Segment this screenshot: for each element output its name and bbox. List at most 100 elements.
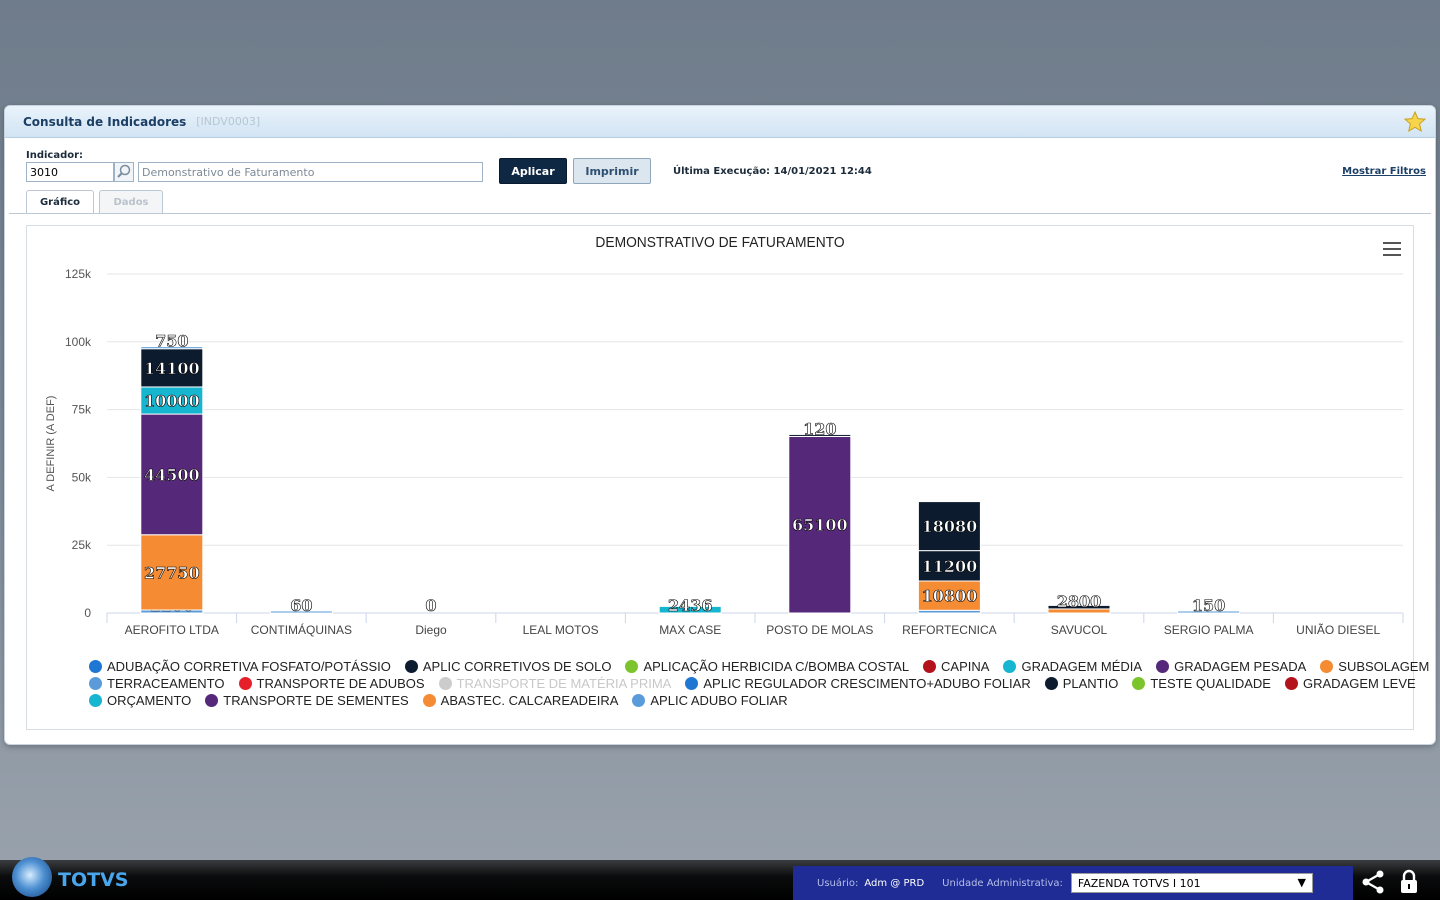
legend-item[interactable]: TRANSPORTE DE MATÉRIA PRIMA — [438, 676, 672, 691]
taskbar: TOTVS Usuário: Adm @ PRD Unidade Adminis… — [0, 857, 1440, 900]
legend-marker-icon — [89, 677, 102, 690]
legend-label: APLIC CORRETIVOS DE SOLO — [422, 659, 612, 674]
data-label: 750 — [155, 332, 188, 351]
totvs-logo-icon — [12, 857, 52, 897]
legend-item[interactable]: GRADAGEM LEVE — [1284, 676, 1416, 691]
star-icon[interactable] — [1403, 110, 1427, 134]
bar-chart: 0 25k 50k 75k 100k 125k A DEFINIR (A DEF) AEROF… — [45, 267, 1404, 637]
indicator-window: Consulta de Indicadores [INDV0003] Indic… — [4, 105, 1436, 745]
bar-segment — [140, 413, 204, 536]
bar-segment — [269, 610, 333, 614]
x-tick-label: Diego — [415, 623, 447, 637]
x-tick-label: SERGIO PALMA — [1164, 623, 1254, 637]
data-label: 65100 — [792, 516, 848, 535]
bar-segment — [788, 433, 852, 437]
legend-label: TRANSPORTE DE MATÉRIA PRIMA — [456, 676, 672, 691]
data-label: 120 — [803, 419, 836, 438]
bar-segment — [658, 605, 722, 614]
y-tick-label: 50k — [72, 470, 92, 484]
data-label: 2800 — [1057, 592, 1102, 611]
legend-item[interactable]: APLIC CORRETIVOS DE SOLO — [404, 659, 612, 674]
legend-label: TESTE QUALIDADE — [1150, 676, 1271, 691]
bar-segment — [140, 348, 204, 388]
legend-marker-icon — [1003, 660, 1017, 673]
legend-label: SUBSOLAGEM — [1338, 659, 1430, 674]
unit-label: Unidade Administrativa: — [942, 877, 1063, 889]
legend-item[interactable]: ORÇAMENTO — [89, 693, 191, 708]
x-tick-label: LEAL MOTOS — [523, 623, 599, 637]
legend-item[interactable]: APLICAÇÃO HERBICIDA C/BOMBA COSTAL — [625, 659, 909, 674]
legend-marker-icon — [923, 660, 937, 673]
legend-label: TERRACEAMENTO — [107, 676, 225, 691]
bar-segment — [140, 346, 204, 350]
legend-item[interactable]: SUBSOLAGEM — [1320, 659, 1429, 674]
user-bar: Usuário: Adm @ PRD Unidade Administrativ… — [793, 866, 1353, 900]
bar-segment — [1177, 610, 1241, 614]
legend-label: ORÇAMENTO — [107, 693, 192, 708]
data-label: 11200 — [922, 557, 978, 576]
legend-marker-icon — [1320, 660, 1334, 673]
legend-marker-icon — [632, 694, 646, 707]
legend-item[interactable]: GRADAGEM MÉDIA — [1003, 659, 1142, 674]
legend-label: ABASTEC. CALCAREADEIRA — [440, 693, 619, 708]
x-tick-label: CONTIMÁQUINAS — [251, 622, 352, 637]
data-label: 14100 — [144, 359, 200, 378]
unit-select-value: FAZENDA TOTVS I 101 — [1077, 876, 1201, 890]
legend-item[interactable]: ABASTEC. CALCAREADEIRA — [422, 693, 619, 708]
legend-marker-icon — [89, 694, 102, 707]
legend-item[interactable]: APLIC ADUBO FOLIAR — [632, 693, 788, 708]
tab-dados[interactable]: Dados — [99, 190, 163, 214]
legend-label: APLICAÇÃO HERBICIDA C/BOMBA COSTAL — [643, 659, 910, 674]
x-tick-label: REFORTECNICA — [902, 623, 996, 637]
bar-segment — [1047, 604, 1111, 610]
legend-item[interactable]: ADUBAÇÃO CORRETIVA FOSFATO/POTÁSSIO — [89, 659, 391, 674]
legend-marker-icon — [1284, 677, 1298, 690]
data-label: 0 — [425, 596, 436, 615]
legend-label: APLIC REGULADOR CRESCIMENTO+ADUBO FOLIAR — [703, 676, 1031, 691]
lock-icon[interactable] — [1398, 869, 1420, 895]
legend-item[interactable]: APLIC REGULADOR CRESCIMENTO+ADUBO FOLIAR — [685, 676, 1031, 691]
y-tick-label: 100k — [65, 335, 92, 349]
legend-marker-icon — [422, 694, 436, 707]
window-header: Consulta de Indicadores [INDV0003] — [5, 106, 1435, 138]
unit-select[interactable]: FAZENDA TOTVS I 101 ▼ — [1070, 873, 1313, 893]
y-tick-label: 0 — [84, 606, 91, 620]
chart-container: 0 25k 50k 75k 100k 125k A DEFINIR (A DEF) AEROF… — [26, 225, 1429, 730]
legend-label: ADUBAÇÃO CORRETIVA FOSFATO/POTÁSSIO — [107, 659, 391, 674]
totvs-logo: TOTVS — [12, 857, 128, 900]
show-filters-link[interactable]: Mostrar Filtros — [1342, 166, 1426, 177]
data-label: 150 — [1192, 596, 1225, 615]
legend-item[interactable]: TESTE QUALIDADE — [1132, 676, 1271, 691]
x-tick-label: UNIÃO DIESEL — [1296, 623, 1380, 637]
print-button[interactable]: Imprimir — [573, 158, 651, 184]
share-icon[interactable] — [1360, 869, 1386, 895]
bar-segment — [917, 580, 981, 611]
bar-segment — [788, 435, 852, 614]
user-value: Adm @ PRD — [864, 877, 925, 889]
legend-row: TERRACEAMENTO TRANSPORTE DE ADUBOS TRANSPO… — [89, 673, 1416, 691]
legend-item[interactable]: TRANSPORTE DE SEMENTES — [205, 693, 409, 708]
legend-marker-icon — [438, 677, 452, 690]
legend-item[interactable]: TERRACEAMENTO — [89, 676, 225, 691]
legend-marker-icon — [238, 677, 252, 690]
indicator-label: Indicador: — [26, 150, 84, 161]
indicator-form: Indicador: Aplicar Imprimir Última Execu… — [26, 150, 1426, 190]
legend-marker-icon — [404, 660, 418, 673]
lookup-button[interactable] — [114, 162, 134, 182]
chart-title: DEMONSTRATIVO DE FATURAMENTO — [595, 234, 845, 251]
legend-item[interactable]: TRANSPORTE DE ADUBOS — [238, 676, 425, 691]
legend-item[interactable]: GRADAGEM PESADA — [1156, 659, 1306, 674]
data-label: 10800 — [922, 587, 978, 606]
data-label: 60 — [290, 596, 312, 615]
legend-label: TRANSPORTE DE ADUBOS — [256, 676, 425, 691]
legend-item[interactable]: PLANTIO — [1044, 676, 1118, 691]
x-tick-label: AEROFITO LTDA — [125, 623, 219, 637]
legend-item[interactable]: CAPINA — [923, 659, 989, 674]
apply-button[interactable]: Aplicar — [499, 158, 567, 184]
indicator-description-field[interactable] — [138, 162, 483, 182]
tab-grafico[interactable]: Gráfico — [26, 190, 94, 214]
x-tick-label: MAX CASE — [659, 623, 721, 637]
legend-marker-icon — [1156, 660, 1170, 673]
chart-menu-icon[interactable] — [1383, 242, 1401, 256]
indicator-code-input[interactable] — [26, 162, 114, 182]
